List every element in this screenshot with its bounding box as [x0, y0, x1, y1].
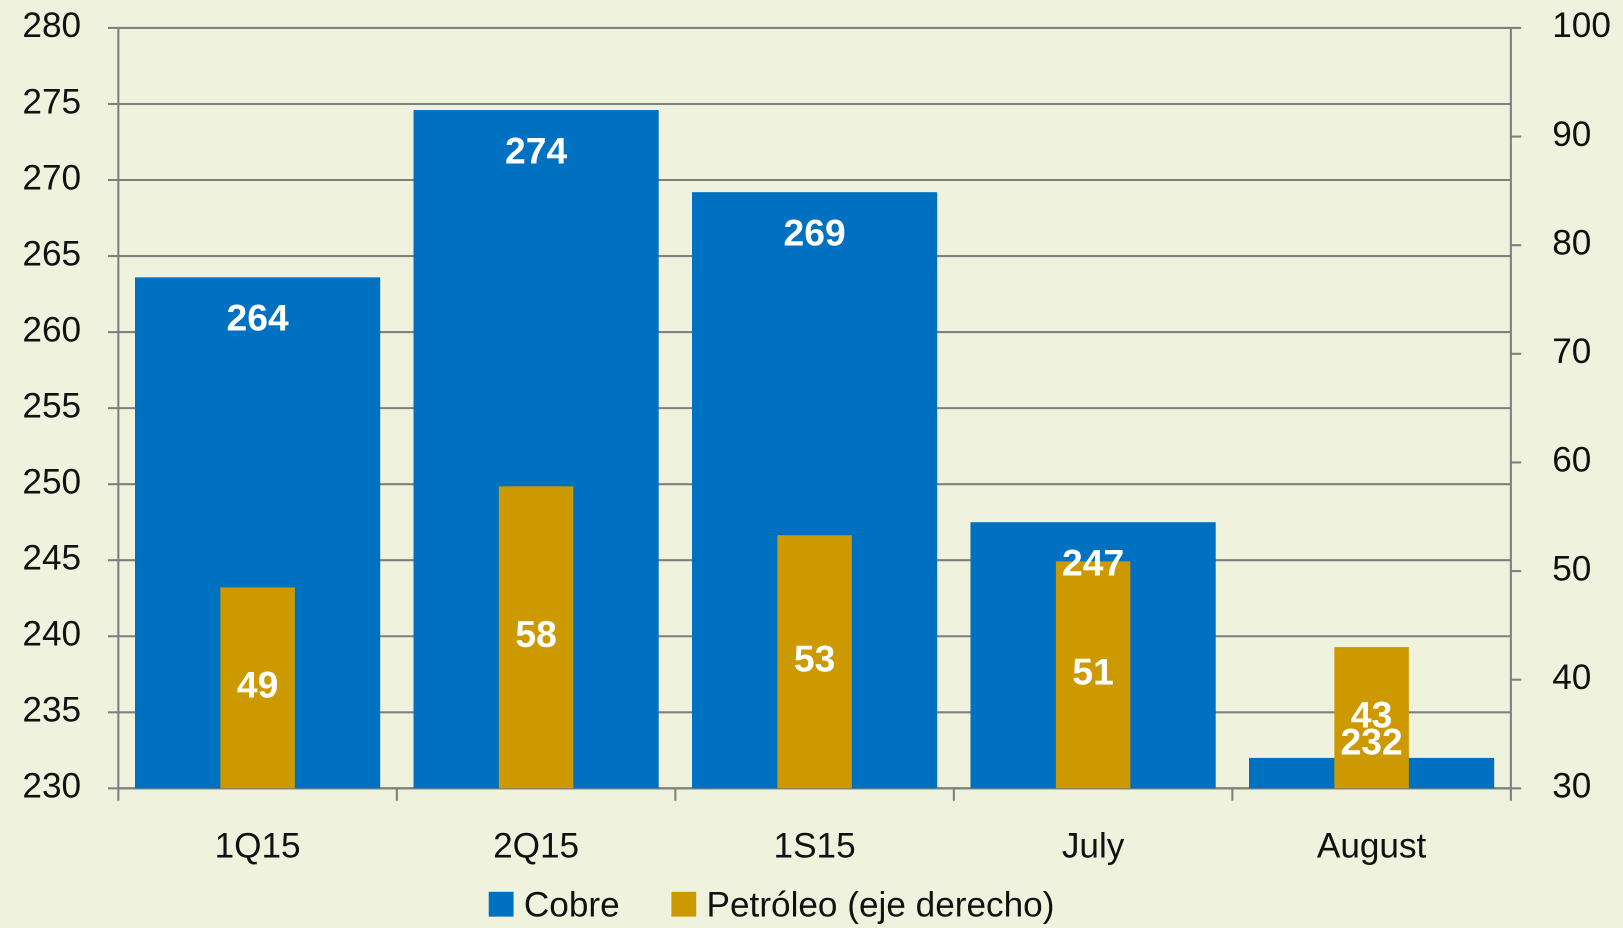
legend-label: Petróleo (eje derecho) [707, 886, 1055, 925]
legend-label: Cobre [524, 886, 620, 925]
data-label: 247 [1062, 541, 1124, 583]
y-tick-label: 250 [22, 462, 81, 501]
x-tick-label: July [1062, 827, 1125, 866]
data-label: 274 [505, 129, 567, 171]
data-label: 58 [515, 613, 556, 655]
x-tick-label: August [1317, 827, 1427, 866]
y-tick-label: 260 [22, 310, 81, 349]
data-label: 269 [784, 211, 846, 253]
y-tick-label: 230 [22, 767, 81, 806]
data-label: 43 [1351, 694, 1392, 736]
y-tick-label: 240 [22, 615, 81, 654]
y2-tick-label: 40 [1552, 658, 1591, 697]
x-tick-label: 1Q15 [215, 827, 301, 866]
y-tick-label: 235 [22, 691, 81, 730]
y-tick-label: 280 [22, 6, 81, 45]
y2-tick-label: 70 [1552, 332, 1591, 371]
x-tick-label: 2Q15 [493, 827, 579, 866]
x-tick-label: 1S15 [774, 827, 856, 866]
data-label: 232 [1341, 721, 1403, 763]
data-label: 53 [794, 638, 835, 680]
data-label: 49 [237, 664, 278, 706]
legend-swatch [671, 891, 697, 917]
y2-tick-label: 30 [1552, 767, 1591, 806]
data-label: 264 [227, 297, 289, 339]
y2-tick-label: 100 [1552, 6, 1611, 45]
y-tick-label: 275 [22, 82, 81, 121]
y-tick-label: 265 [22, 234, 81, 273]
y2-tick-label: 50 [1552, 549, 1591, 588]
y2-tick-label: 90 [1552, 115, 1591, 154]
y-tick-label: 245 [22, 539, 81, 578]
bar [498, 486, 574, 789]
data-label: 51 [1072, 651, 1113, 693]
y2-tick-label: 80 [1552, 223, 1591, 262]
bar [777, 535, 852, 789]
bar [1055, 561, 1131, 789]
y-tick-label: 270 [22, 158, 81, 197]
bar [1334, 647, 1409, 789]
legend-swatch [488, 891, 514, 917]
y2-tick-label: 60 [1552, 441, 1591, 480]
bar [220, 587, 295, 789]
y-tick-label: 255 [22, 386, 81, 425]
